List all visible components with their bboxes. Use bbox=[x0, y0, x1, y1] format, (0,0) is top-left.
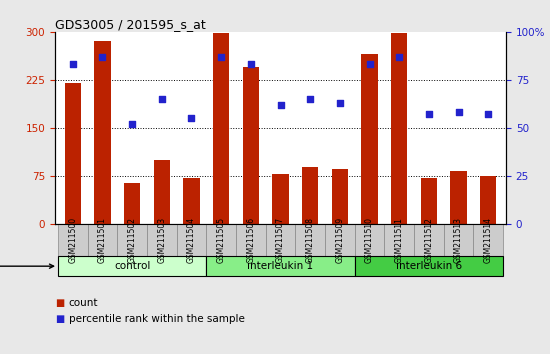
FancyBboxPatch shape bbox=[295, 224, 325, 256]
FancyBboxPatch shape bbox=[266, 224, 295, 256]
Text: GSM211514: GSM211514 bbox=[483, 217, 493, 263]
Text: interleukin 6: interleukin 6 bbox=[396, 261, 462, 271]
Bar bbox=[243, 67, 259, 224]
Text: GSM211503: GSM211503 bbox=[157, 217, 166, 263]
Bar bbox=[391, 33, 408, 224]
Point bbox=[98, 54, 107, 59]
FancyBboxPatch shape bbox=[355, 256, 503, 276]
Text: percentile rank within the sample: percentile rank within the sample bbox=[69, 314, 245, 324]
Bar bbox=[480, 176, 496, 224]
Point bbox=[425, 112, 433, 117]
Point bbox=[128, 121, 136, 127]
Point bbox=[217, 54, 226, 59]
Bar bbox=[332, 170, 348, 224]
Point bbox=[395, 54, 404, 59]
Bar bbox=[213, 33, 229, 224]
FancyBboxPatch shape bbox=[147, 224, 177, 256]
Bar bbox=[361, 54, 378, 224]
FancyBboxPatch shape bbox=[474, 224, 503, 256]
Bar bbox=[65, 83, 81, 224]
FancyBboxPatch shape bbox=[236, 224, 266, 256]
Text: GSM211508: GSM211508 bbox=[306, 217, 315, 263]
Bar bbox=[450, 171, 467, 224]
Bar bbox=[272, 174, 289, 224]
Text: ■: ■ bbox=[55, 314, 64, 324]
Bar bbox=[94, 41, 111, 224]
FancyBboxPatch shape bbox=[355, 224, 384, 256]
Point bbox=[157, 96, 166, 102]
FancyBboxPatch shape bbox=[177, 224, 206, 256]
FancyBboxPatch shape bbox=[444, 224, 474, 256]
Text: GSM211513: GSM211513 bbox=[454, 217, 463, 263]
Text: GSM211512: GSM211512 bbox=[425, 217, 433, 263]
FancyBboxPatch shape bbox=[414, 224, 444, 256]
FancyBboxPatch shape bbox=[117, 224, 147, 256]
Point bbox=[484, 112, 493, 117]
Text: GSM211509: GSM211509 bbox=[336, 217, 344, 263]
Text: GSM211506: GSM211506 bbox=[246, 217, 255, 263]
Bar bbox=[421, 178, 437, 224]
Text: GSM211504: GSM211504 bbox=[187, 217, 196, 263]
Text: GSM211501: GSM211501 bbox=[98, 217, 107, 263]
FancyBboxPatch shape bbox=[206, 256, 355, 276]
Text: GSM211507: GSM211507 bbox=[276, 217, 285, 263]
FancyBboxPatch shape bbox=[58, 224, 87, 256]
Bar bbox=[302, 167, 318, 224]
Bar bbox=[124, 183, 140, 224]
Point bbox=[246, 62, 255, 67]
FancyBboxPatch shape bbox=[206, 224, 236, 256]
Text: GDS3005 / 201595_s_at: GDS3005 / 201595_s_at bbox=[55, 18, 206, 31]
Bar bbox=[153, 160, 170, 224]
Text: ■: ■ bbox=[55, 298, 64, 308]
FancyBboxPatch shape bbox=[87, 224, 117, 256]
Text: agent: agent bbox=[0, 261, 54, 271]
Point bbox=[306, 96, 315, 102]
FancyBboxPatch shape bbox=[384, 224, 414, 256]
Text: GSM211511: GSM211511 bbox=[395, 217, 404, 263]
Point bbox=[276, 102, 285, 108]
Point bbox=[336, 100, 344, 106]
Text: interleukin 1: interleukin 1 bbox=[248, 261, 314, 271]
Text: GSM211500: GSM211500 bbox=[68, 217, 78, 263]
FancyBboxPatch shape bbox=[325, 224, 355, 256]
Text: GSM211502: GSM211502 bbox=[128, 217, 136, 263]
Point bbox=[68, 62, 77, 67]
Text: control: control bbox=[114, 261, 150, 271]
Text: GSM211510: GSM211510 bbox=[365, 217, 374, 263]
FancyBboxPatch shape bbox=[58, 256, 206, 276]
Text: count: count bbox=[69, 298, 98, 308]
Point bbox=[454, 110, 463, 115]
Point bbox=[187, 115, 196, 121]
Bar bbox=[183, 178, 200, 224]
Text: GSM211505: GSM211505 bbox=[217, 217, 226, 263]
Point bbox=[365, 62, 374, 67]
